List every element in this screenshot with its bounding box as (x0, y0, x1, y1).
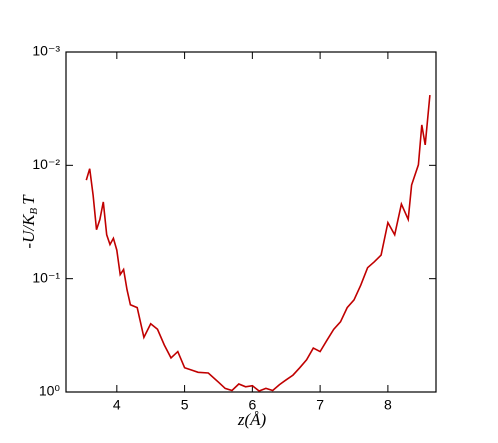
plot-frame (65, 51, 437, 393)
x-tick-label: 8 (384, 397, 392, 413)
y-tick-label: 10⁰ (39, 383, 61, 399)
x-tick-label: 6 (248, 397, 256, 413)
y-axis-label: -U/KBT (19, 194, 40, 249)
x-tick-label: 4 (113, 397, 121, 413)
data-line (85, 95, 431, 392)
x-tick-label: 5 (181, 397, 189, 413)
x-tick-label: 7 (316, 397, 324, 413)
y-tick-label: 10⁻² (32, 156, 60, 172)
y-tick-label: 10⁻³ (32, 43, 60, 59)
x-axis-label: z(Å) (237, 410, 267, 429)
y-tick-label: 10⁻¹ (32, 269, 60, 285)
